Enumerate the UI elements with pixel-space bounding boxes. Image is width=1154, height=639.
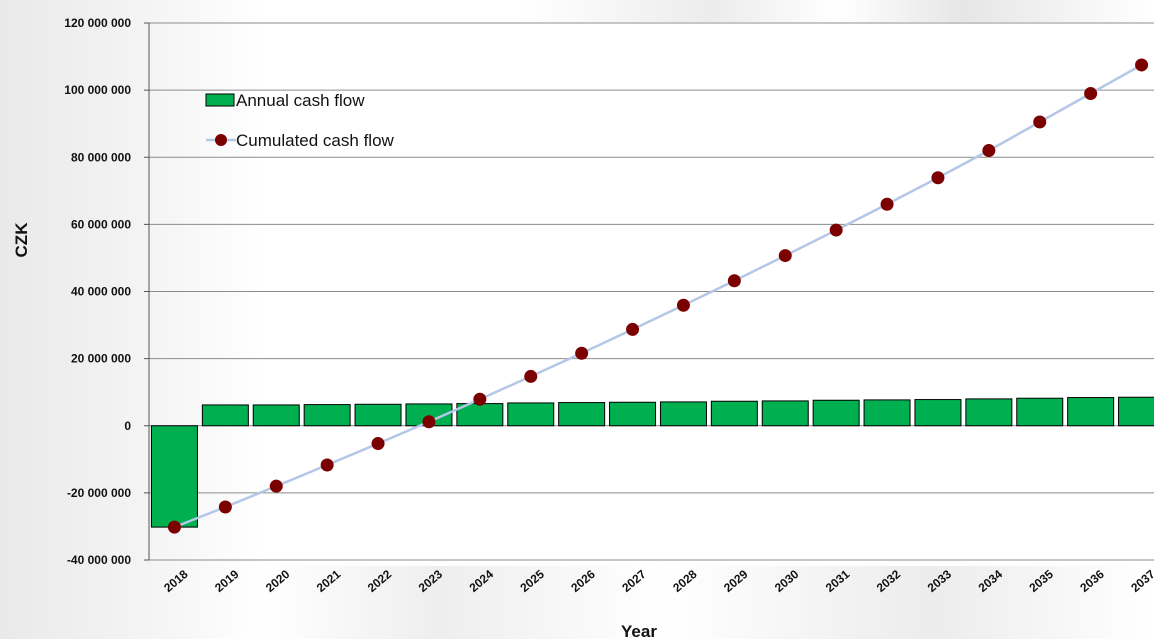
bar [863, 399, 911, 427]
x-tick-label: 2031 [823, 567, 853, 595]
bar [507, 402, 555, 427]
x-tick-label: 2032 [874, 567, 904, 595]
cumulated-cash-flow-line [167, 58, 1149, 534]
x-tick-label: 2022 [365, 567, 395, 595]
bar [812, 399, 860, 427]
y-tick-label: 80 000 000 [71, 150, 131, 164]
y-tick-label: -20 000 000 [67, 486, 131, 500]
x-tick-label: 2029 [721, 567, 751, 595]
cumulated-point [167, 520, 181, 534]
x-tick-label: 2024 [467, 567, 497, 595]
legend: Annual cash flow Cumulated cash flow [205, 91, 395, 150]
x-tick-label: 2019 [212, 567, 242, 595]
cumulated-point [880, 197, 894, 211]
x-tick-label: 2021 [314, 567, 344, 595]
cumulated-point [524, 369, 538, 383]
y-tick-label: -40 000 000 [67, 553, 131, 567]
bar [150, 425, 198, 528]
x-tick-label: 2025 [517, 567, 547, 595]
x-tick-label: 2030 [772, 567, 802, 595]
cumulated-point [1084, 86, 1098, 100]
x-tick-label: 2037 [1128, 567, 1154, 595]
cumulated-point [320, 458, 334, 472]
legend-marker-cumulated-cash-flow [215, 134, 227, 146]
x-tick-label: 2023 [416, 567, 446, 595]
bar [1016, 397, 1064, 427]
x-tick-label: 2034 [976, 567, 1006, 595]
bar [1118, 396, 1154, 427]
y-tick-label: 20 000 000 [71, 352, 131, 366]
bar [558, 402, 606, 427]
cumulated-point [676, 298, 690, 312]
legend-swatch-annual-cash-flow [205, 93, 235, 107]
y-tick-label: 0 [124, 419, 131, 433]
bar [761, 400, 809, 427]
cumulated-point [371, 437, 385, 451]
cumulated-point [1135, 58, 1149, 72]
x-tick-label: 2035 [1026, 567, 1056, 595]
cumulated-point [931, 171, 945, 185]
cumulated-point [473, 392, 487, 406]
bar [965, 398, 1013, 427]
y-tick-label: 100 000 000 [64, 83, 131, 97]
bar [303, 404, 351, 427]
legend-label-cumulated-cash-flow: Cumulated cash flow [236, 131, 395, 150]
cumulated-line-path [173, 63, 1143, 529]
legend-label-annual-cash-flow: Annual cash flow [236, 91, 365, 110]
y-tick-label: 120 000 000 [64, 16, 131, 30]
y-tick-label: 60 000 000 [71, 217, 131, 231]
cumulated-point [982, 144, 996, 158]
bar [354, 403, 402, 427]
cumulated-point [778, 249, 792, 263]
cumulated-point [1033, 115, 1047, 129]
y-axis-title: CZK [12, 222, 31, 258]
cumulated-point [626, 322, 640, 336]
cumulated-point [269, 479, 283, 493]
cumulated-point [575, 346, 589, 360]
cumulated-point [829, 223, 843, 237]
bar [710, 400, 758, 427]
bar [201, 404, 249, 427]
bar [914, 399, 962, 427]
x-tick-label: 2033 [925, 567, 955, 595]
x-tick-label: 2018 [161, 567, 191, 595]
x-axis-title: Year [621, 622, 657, 639]
annual-cash-flow-bars [150, 396, 1154, 528]
x-tick-label: 2020 [263, 567, 293, 595]
cumulated-point [727, 274, 741, 288]
x-tick-label: 2027 [619, 567, 649, 595]
bar [1067, 397, 1115, 427]
x-tick-label: 2028 [670, 567, 700, 595]
cumulated-point [422, 415, 436, 429]
bar [252, 404, 300, 427]
bar [609, 401, 657, 427]
x-tick-label: 2026 [568, 567, 598, 595]
y-tick-label: 40 000 000 [71, 285, 131, 299]
bar [659, 401, 707, 427]
x-tick-label: 2036 [1077, 567, 1107, 595]
cumulated-point [218, 500, 232, 514]
